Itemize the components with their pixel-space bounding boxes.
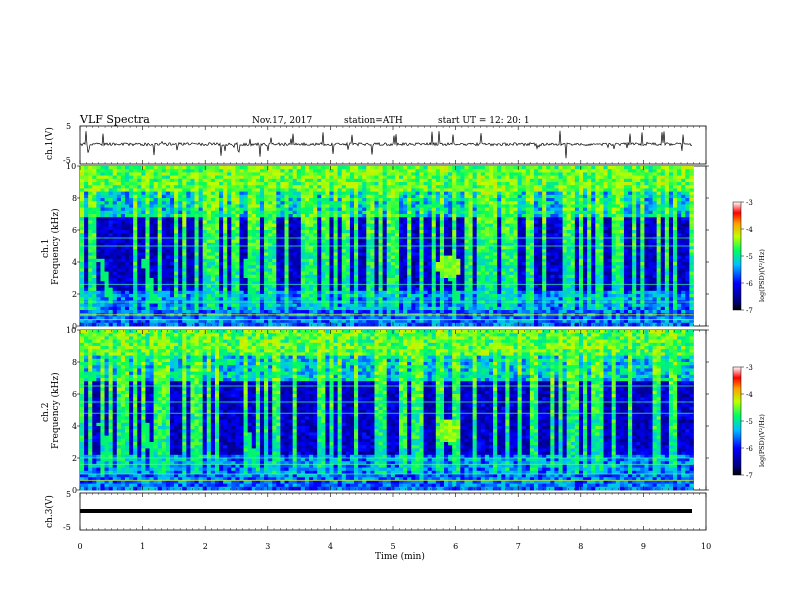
- colorbar-label: log(PSD)(V²/Hz): [758, 249, 766, 302]
- ch1-waveform-panel: 5 -5 ch.1(V): [44, 122, 707, 165]
- colorbar-tick-label: -7: [746, 307, 753, 315]
- ytick-label: 8: [72, 358, 77, 367]
- colorbar-gradient: [732, 366, 742, 476]
- colorbar-tick-label: -4: [746, 226, 753, 234]
- ch1-ytick-top: 5: [66, 122, 71, 131]
- ytick-label: 10: [66, 162, 76, 171]
- colorbar-label: log(PSD)(V²/Hz): [758, 414, 766, 467]
- colorbar-tick-label: -3: [746, 199, 753, 207]
- xtick-label: 8: [578, 542, 583, 551]
- ch3-ytick-top: 5: [66, 490, 71, 499]
- ch2-ylabel-line2: Frequency (kHz): [50, 372, 61, 449]
- ytick-label: 2: [72, 290, 77, 299]
- ch3-waveform-panel: 5 -5 ch.3(V): [44, 490, 707, 532]
- xtick-label: 7: [516, 542, 521, 551]
- xtick-label: 10: [701, 542, 711, 551]
- ch3-ytick-bottom: -5: [63, 523, 71, 532]
- date-label: Nov.17, 2017: [252, 116, 313, 126]
- ytick-label: 6: [72, 226, 77, 235]
- ytick-label: 10: [66, 326, 76, 335]
- station-label: station=ATH: [344, 116, 403, 126]
- time-axis: 0 1 2 3 4 5 6 7 8 9 10: [78, 126, 711, 551]
- xtick-label: 1: [140, 542, 145, 551]
- xtick-label: 6: [453, 542, 458, 551]
- xtick-label: 2: [203, 542, 208, 551]
- xaxis-label: Time (min): [375, 551, 425, 562]
- colorbar-tick-label: -6: [746, 280, 753, 288]
- ytick-label: 2: [72, 454, 77, 463]
- colorbar-tick-label: -5: [746, 418, 753, 426]
- xtick-label: 3: [265, 542, 270, 551]
- ch1-ylabel-line1: ch.1: [41, 239, 51, 258]
- xtick-label: 5: [391, 542, 396, 551]
- xtick-label: 0: [78, 542, 83, 551]
- colorbar-tick-label: -4: [746, 391, 753, 399]
- colorbar-tick-label: -5: [746, 253, 753, 261]
- ytick-label: 0: [72, 322, 77, 331]
- ch2-ylabel-line1: ch.2: [41, 403, 51, 422]
- ch1-waveform-line: [79, 130, 693, 159]
- colorbar-tick-label: -7: [746, 472, 753, 480]
- colorbar-tick-label: -3: [746, 364, 753, 372]
- figure-title: VLF Spectra: [79, 113, 150, 126]
- xtick-label: 4: [328, 542, 333, 551]
- colorbar-ch2: -3 -4 -5 -6 -7 log(PSD)(V²/Hz): [732, 364, 766, 480]
- ytick-label: 4: [72, 422, 77, 431]
- ch1-ytick-bottom: -5: [63, 156, 71, 165]
- ch1-ylabel-line2: Frequency (kHz): [50, 208, 61, 285]
- ch3-waveform-line: [80, 509, 692, 513]
- colorbar-ch1: -3 -4 -5 -6 -7 log(PSD)(V²/Hz): [732, 199, 766, 315]
- ch1-ylabel: ch.1(V): [44, 127, 55, 160]
- ytick-label: 8: [72, 194, 77, 203]
- colorbar-tick-label: -6: [746, 445, 753, 453]
- ytick-label: 6: [72, 390, 77, 399]
- start-time-label: start UT = 12: 20: 1: [438, 116, 530, 126]
- ch1-spectrogram-panel: 0 2 4 6 8 10 ch.1 Frequency (kHz): [41, 162, 709, 331]
- ytick-label: 4: [72, 258, 77, 267]
- ch2-spectrogram-image: [80, 330, 694, 491]
- ch2-spectrogram-panel: 0 2 4 6 8 10 ch.2 Frequency (kHz): [41, 326, 709, 495]
- ch3-ylabel: ch.3(V): [44, 495, 55, 528]
- ch1-waveform-trace: [79, 130, 693, 159]
- colorbar-gradient: [732, 201, 742, 311]
- ytick-label: 0: [72, 486, 77, 495]
- xtick-label: 9: [641, 542, 646, 551]
- ch1-spectrogram-image: [80, 166, 694, 327]
